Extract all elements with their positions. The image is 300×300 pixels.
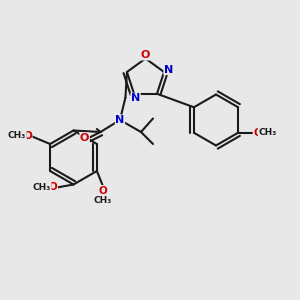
Text: CH₃: CH₃ [94,196,112,205]
Text: O: O [253,128,262,138]
Text: N: N [131,93,140,103]
Text: CH₃: CH₃ [33,183,51,192]
Text: O: O [49,182,58,193]
Text: N: N [116,115,124,125]
Text: O: O [80,133,89,143]
Text: CH₃: CH₃ [258,128,277,137]
Text: N: N [164,64,173,75]
Text: O: O [23,130,32,141]
Text: CH₃: CH₃ [8,131,26,140]
Text: O: O [141,50,150,60]
Text: O: O [98,185,107,196]
